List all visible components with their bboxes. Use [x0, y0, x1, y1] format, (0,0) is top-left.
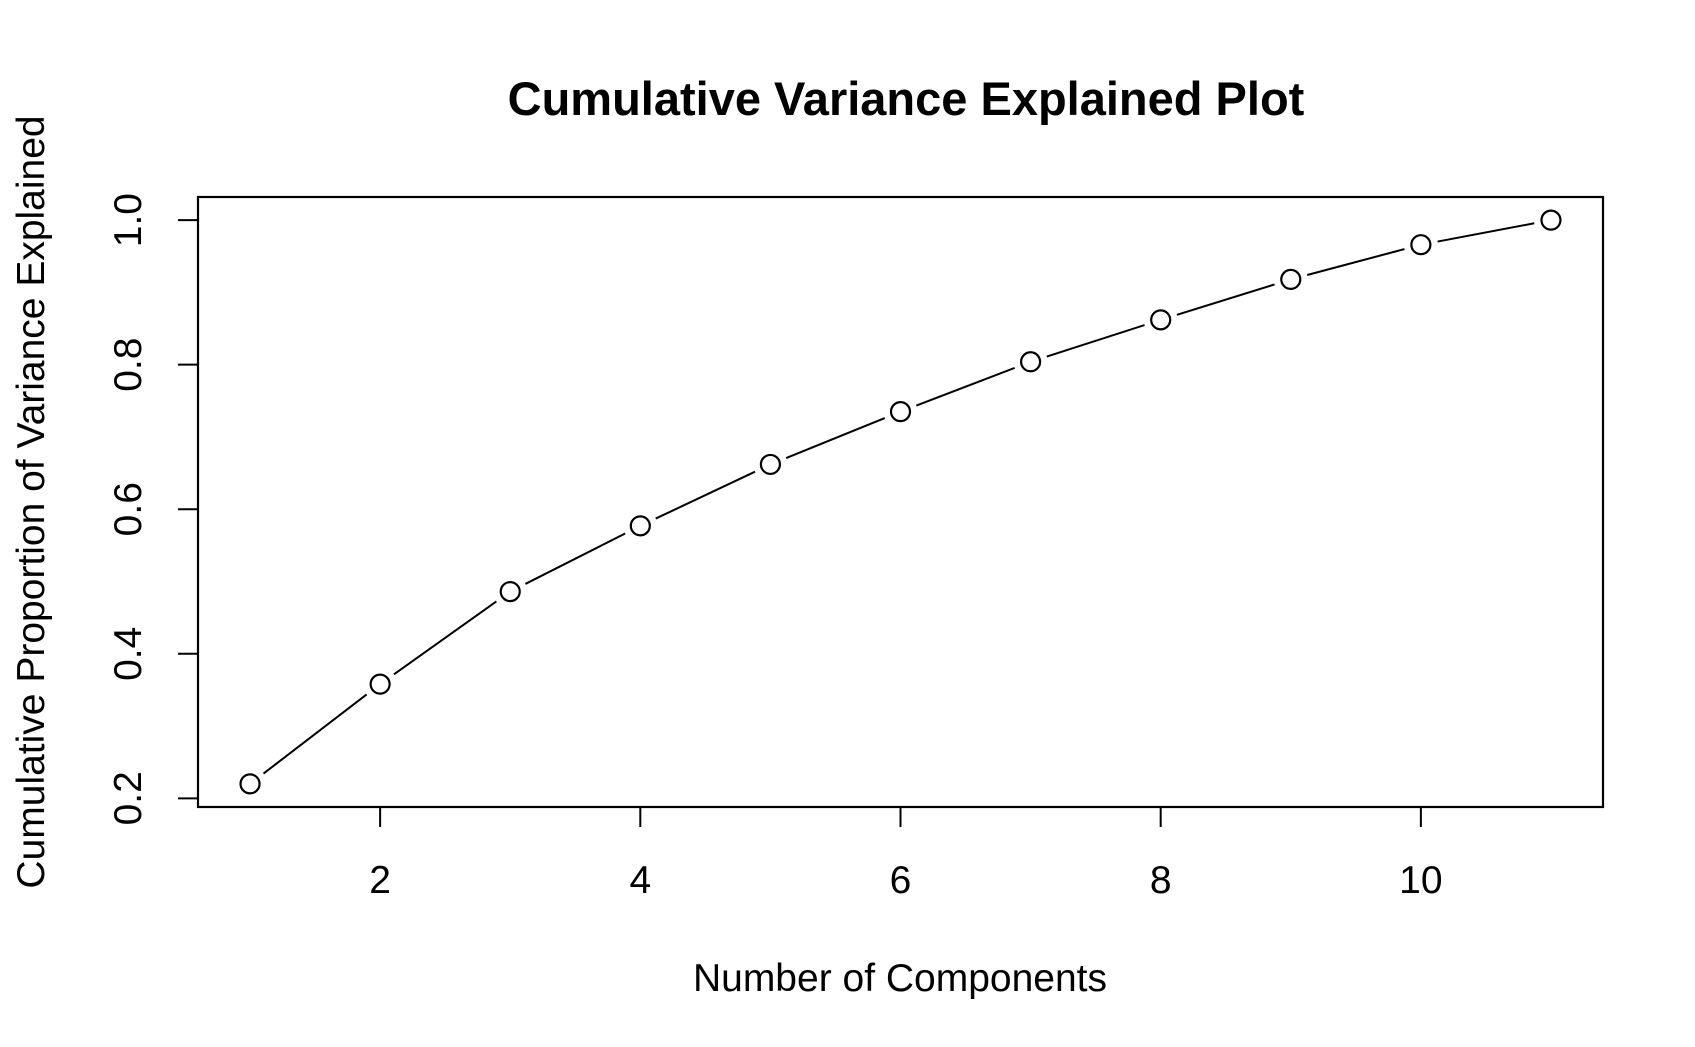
series-segment	[524, 532, 626, 585]
x-axis: 2 4 6 8 10	[369, 806, 1443, 902]
data-point	[1540, 209, 1562, 231]
data-point	[1019, 351, 1042, 373]
data-point	[1150, 309, 1172, 331]
data-point	[889, 401, 912, 423]
y-tick-label: 0.2	[107, 771, 150, 825]
y-axis-label: Cumulative Proportion of Variance Explai…	[10, 115, 53, 888]
y-tick-label: 0.6	[107, 482, 150, 536]
series-line-group	[262, 222, 1535, 775]
data-point	[499, 581, 521, 603]
x-tick-label: 8	[1150, 859, 1172, 902]
series-segment	[1046, 324, 1145, 358]
data-point	[1410, 234, 1432, 256]
series-segment	[785, 417, 886, 459]
y-tick-label: 0.8	[107, 338, 150, 392]
series-segment	[393, 600, 497, 676]
series-segment	[916, 366, 1016, 407]
plot-frame	[196, 195, 1605, 809]
x-axis-label: Number of Components	[693, 957, 1107, 1000]
x-tick-label: 4	[629, 859, 651, 902]
data-point	[239, 773, 261, 795]
y-axis: 0.2 0.4 0.6 0.8 1.0	[107, 193, 199, 825]
data-point	[629, 515, 651, 537]
series-segment	[655, 470, 756, 520]
series-segment	[262, 693, 368, 775]
x-tick-label: 6	[890, 859, 912, 902]
data-point	[1280, 268, 1302, 290]
x-tick-label: 2	[369, 859, 391, 902]
x-tick-label: 10	[1399, 859, 1442, 902]
series-segment	[1437, 222, 1535, 243]
chart-title: Cumulative Variance Explained Plot	[508, 72, 1305, 125]
series-segment	[1306, 248, 1405, 276]
series-segment	[1176, 283, 1275, 316]
data-points-group	[239, 209, 1562, 795]
data-point	[369, 673, 391, 695]
data-point	[759, 453, 782, 476]
y-tick-label: 1.0	[107, 193, 150, 247]
y-tick-label: 0.4	[107, 627, 150, 681]
